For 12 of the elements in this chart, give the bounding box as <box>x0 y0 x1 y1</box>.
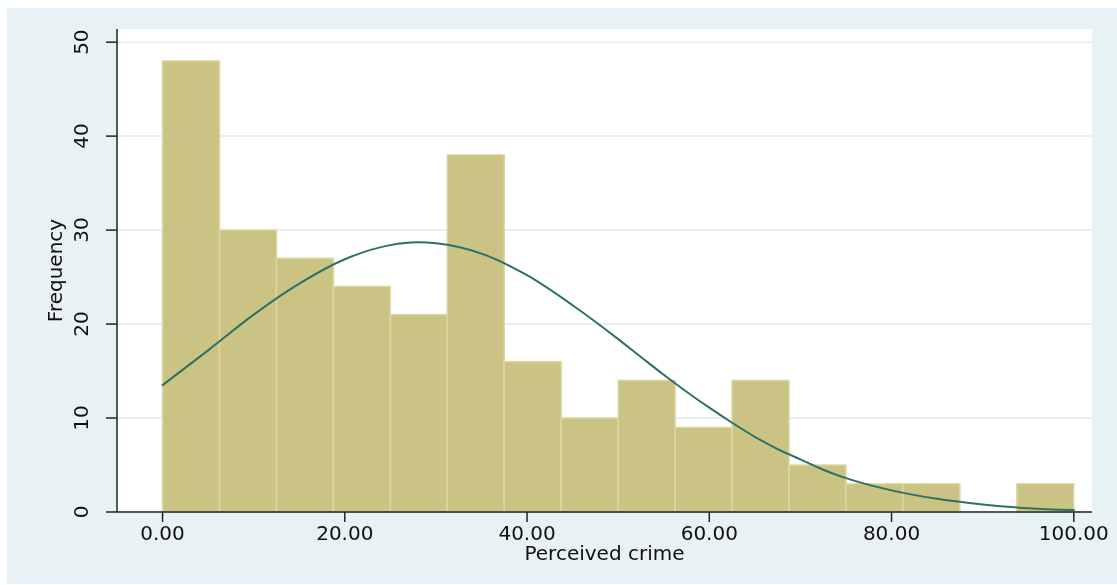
x-tick-label: 100.00 <box>1038 521 1109 545</box>
line-series <box>161 241 1075 512</box>
y-tick-label: 10 <box>69 405 93 431</box>
y-tick-label: 30 <box>69 217 93 243</box>
y-tick-label: 0 <box>69 505 93 519</box>
x-tick-label: 20.00 <box>316 521 374 545</box>
y-tick-label: 40 <box>69 123 93 149</box>
x-tick-label: 80.00 <box>862 521 921 545</box>
y-axis-title: Frequency <box>43 218 67 323</box>
y-tick-label: 20 <box>69 311 93 337</box>
y-tick-label: 50 <box>69 29 93 55</box>
x-tick-label: 0.00 <box>140 521 185 545</box>
